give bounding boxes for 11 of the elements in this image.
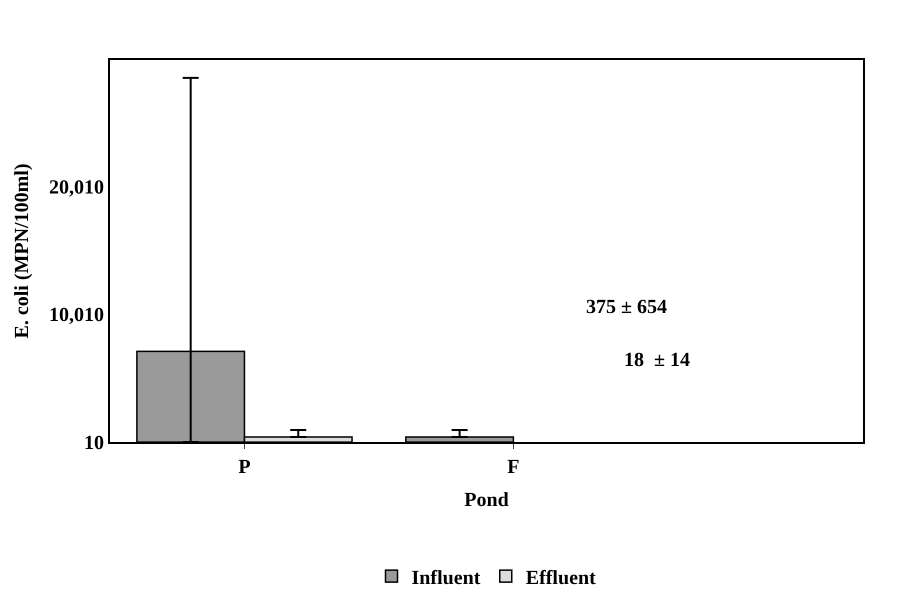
- x-tick-label: P: [238, 456, 251, 478]
- y-tick-label: 10,010: [49, 304, 104, 326]
- legend-label: Effluent: [526, 566, 596, 589]
- legend-label: Influent: [412, 566, 481, 589]
- y-axis-title: E. coli (MPN/100ml): [11, 164, 33, 338]
- annotation: 18 ± 14: [624, 349, 690, 371]
- x-tick-label: F: [507, 456, 520, 478]
- y-tick-label: 20,010: [49, 176, 104, 198]
- y-tick-label: 10: [84, 432, 104, 454]
- annotation: 375 ± 654: [586, 296, 667, 318]
- x-axis-title: Pond: [464, 489, 509, 511]
